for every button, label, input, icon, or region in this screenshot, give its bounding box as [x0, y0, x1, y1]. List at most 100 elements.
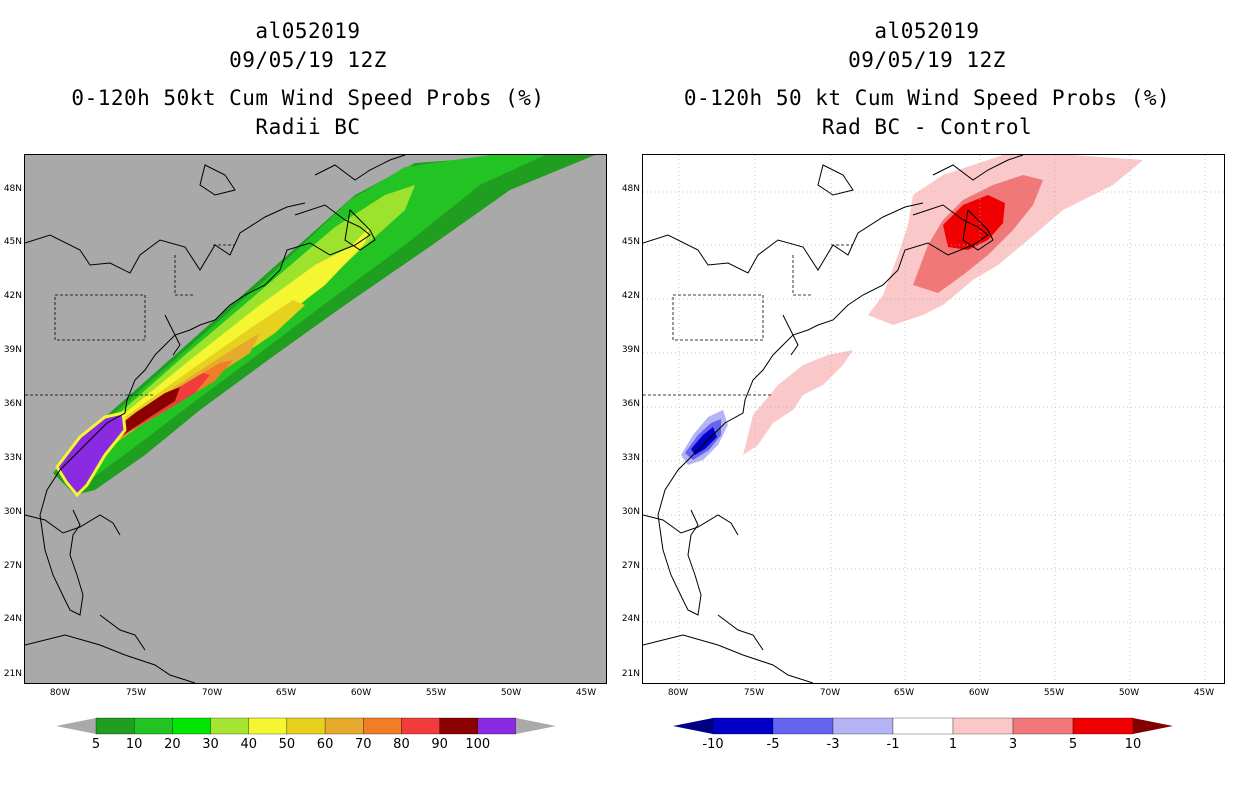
cycle-time: 09/05/19 12Z	[229, 48, 387, 72]
colorbar-label: 60	[316, 737, 334, 752]
right-colorbar	[673, 717, 1173, 735]
lat-label: 48N	[621, 184, 640, 194]
lon-label: 45W	[575, 688, 597, 698]
colorbar-swatch	[832, 717, 894, 735]
lon-label: 65W	[893, 688, 915, 698]
colorbar-swatch	[477, 717, 517, 735]
colorbar-label: -5	[766, 737, 780, 752]
left-colorbar	[56, 717, 556, 735]
colorbar-swatch	[892, 717, 954, 735]
experiment-title: Rad BC - Control	[821, 115, 1033, 139]
lon-label: 75W	[743, 688, 765, 698]
lon-label: 80W	[49, 688, 71, 698]
lat-label: 45N	[3, 237, 22, 247]
lon-label: 80W	[667, 688, 689, 698]
lon-label: 45W	[1193, 688, 1215, 698]
lat-label: 30N	[621, 507, 640, 517]
colorbar-swatch	[95, 717, 135, 735]
lat-label: 27N	[621, 561, 640, 571]
diff-band-pos-1	[743, 350, 853, 455]
lat-label: 48N	[3, 184, 22, 194]
difference-fill	[681, 155, 1143, 465]
product-title: 0-120h 50kt Cum Wind Speed Probs (%)	[71, 86, 545, 110]
diff-band-pos-1b	[868, 155, 1143, 325]
colorbar-swatch	[210, 717, 249, 735]
left-probability-map[interactable]	[24, 154, 607, 684]
right-panel-title: al052019 09/05/19 12Z 0-120h 50 kt Cum W…	[627, 17, 1227, 142]
colorbar-swatch	[324, 717, 364, 735]
colorbar-label: 3	[1008, 737, 1018, 752]
product-title: 0-120h 50 kt Cum Wind Speed Probs (%)	[683, 86, 1171, 110]
colorbar-swatch	[401, 717, 440, 735]
colorbar-swatch	[772, 717, 834, 735]
lon-label: 50W	[500, 688, 522, 698]
borders	[25, 244, 235, 396]
colorbar-swatch	[286, 717, 326, 735]
lat-label: 36N	[3, 399, 22, 409]
colorbar-label: -1	[886, 737, 900, 752]
prob-band-10	[57, 155, 545, 490]
colorbar-swatch	[1012, 717, 1074, 735]
lat-label: 33N	[3, 453, 22, 463]
lat-label: 21N	[3, 669, 22, 679]
prob-band-100	[55, 411, 127, 498]
colorbar-swatch	[363, 717, 402, 735]
prob-band-5	[53, 155, 595, 495]
lat-label: 39N	[621, 345, 640, 355]
diff-band-neg-5	[691, 427, 717, 455]
coastlines	[643, 155, 1024, 683]
colorbar-label: 70	[354, 737, 372, 752]
lat-label: 24N	[3, 614, 22, 624]
left-panel-title: al052019 09/05/19 12Z 0-120h 50kt Cum Wi…	[8, 17, 608, 142]
lat-label: 27N	[3, 561, 22, 571]
colorbar-label: 100	[465, 737, 491, 752]
colorbar-label: -3	[826, 737, 840, 752]
colorbar-label: 40	[240, 737, 257, 752]
colorbar-under-arrow	[56, 718, 96, 734]
lat-label: 36N	[621, 399, 640, 409]
left-map-graphics	[25, 155, 595, 683]
colorbar-swatch	[134, 717, 173, 735]
lat-label: 30N	[3, 507, 22, 517]
lon-label: 50W	[1118, 688, 1140, 698]
lat-label: 45N	[621, 237, 640, 247]
right-difference-map[interactable]	[642, 154, 1225, 684]
grid-lines	[643, 155, 1224, 683]
lat-label: 21N	[621, 669, 640, 679]
colorbar-over-arrow	[516, 718, 556, 734]
lon-label: 55W	[425, 688, 447, 698]
colorbar-swatch	[1072, 717, 1134, 735]
colorbar-label: 20	[164, 737, 181, 752]
colorbar-label: 80	[393, 737, 410, 752]
lat-label: 33N	[621, 453, 640, 463]
colorbar-swatch	[952, 717, 1014, 735]
colorbar-label: 10	[1124, 737, 1142, 752]
colorbar-swatch	[172, 717, 211, 735]
lat-label: 24N	[621, 614, 640, 624]
experiment-title: Radii BC	[255, 115, 361, 139]
colorbar-label: 90	[431, 737, 448, 752]
lon-label: 70W	[819, 688, 841, 698]
right-map-graphics	[643, 155, 1224, 683]
lon-label: 65W	[275, 688, 297, 698]
coastlines	[25, 155, 406, 683]
lon-label: 60W	[350, 688, 372, 698]
lon-label: 55W	[1043, 688, 1065, 698]
wind-probability-swath	[53, 155, 595, 498]
colorbar-swatch	[439, 717, 478, 735]
cycle-time: 09/05/19 12Z	[848, 48, 1006, 72]
colorbar-label: 50	[278, 737, 296, 752]
lon-label: 70W	[201, 688, 223, 698]
colorbar-under-arrow	[673, 718, 713, 734]
colorbar-swatch	[712, 717, 774, 735]
lon-label: 75W	[125, 688, 147, 698]
colorbar-label: 30	[202, 737, 219, 752]
borders	[643, 244, 853, 396]
storm-id: al052019	[255, 19, 361, 43]
storm-id: al052019	[874, 19, 980, 43]
colorbar-label: -10	[702, 737, 724, 752]
lon-label: 60W	[968, 688, 990, 698]
lat-label: 39N	[3, 345, 22, 355]
colorbar-label: 10	[125, 737, 143, 752]
colorbar-swatch	[248, 717, 288, 735]
